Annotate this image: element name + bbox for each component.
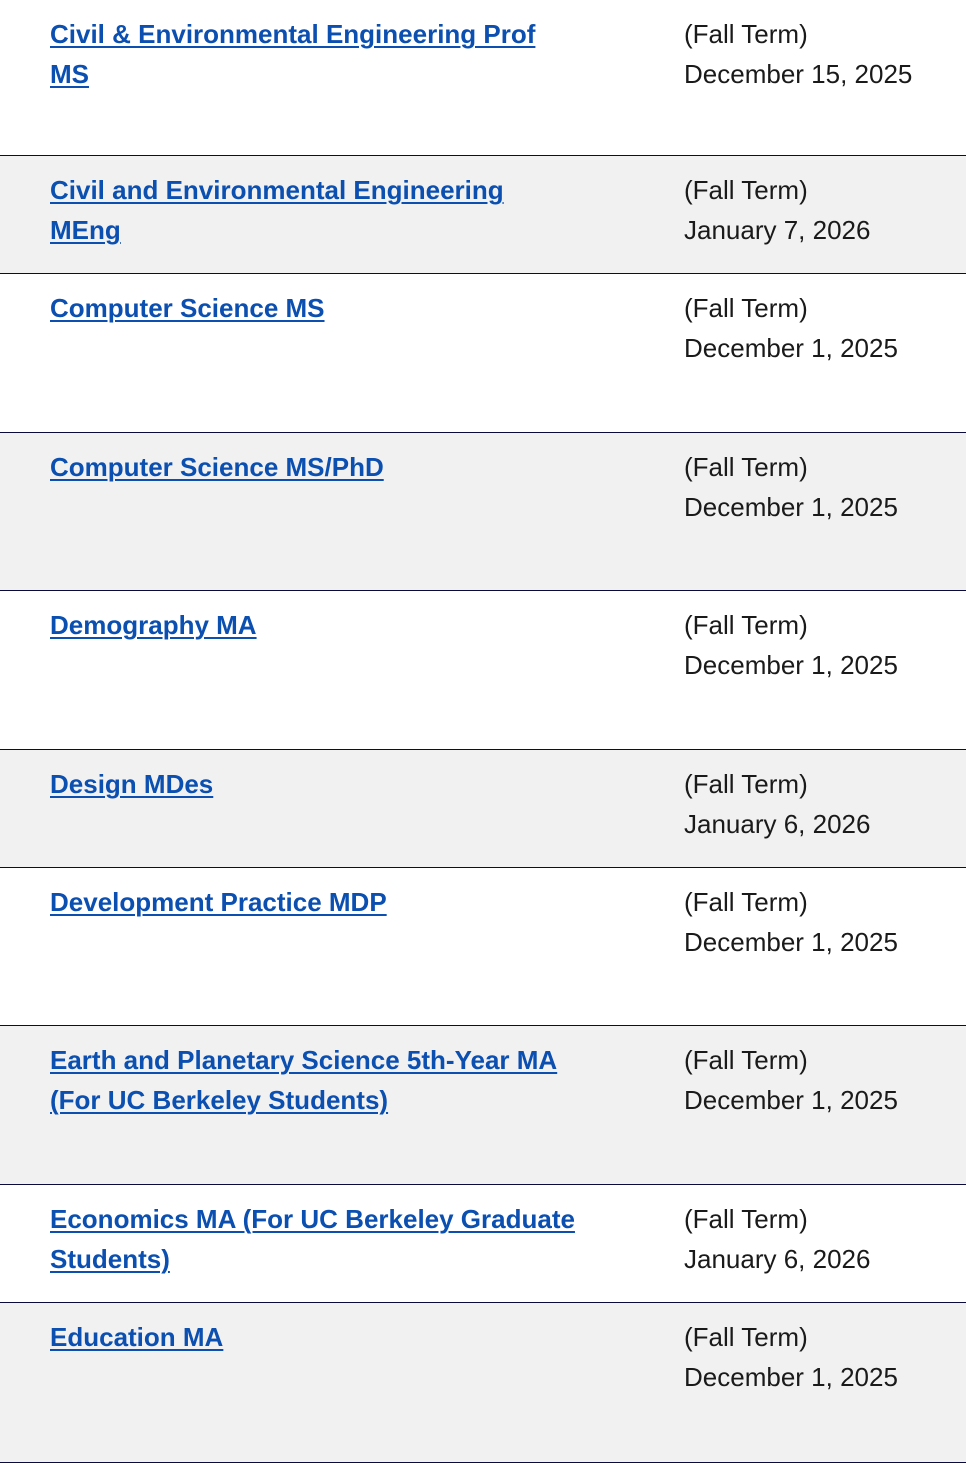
program-cell: Education MA xyxy=(50,1317,580,1357)
deadline-cell: (Fall Term) December 1, 2025 xyxy=(684,1317,924,1397)
deadline-cell: (Fall Term) December 1, 2025 xyxy=(684,447,924,527)
program-link[interactable]: Economics MA (For UC Berkeley Graduate S… xyxy=(50,1204,575,1274)
deadline-date: January 6, 2026 xyxy=(684,809,871,839)
program-cell: Economics MA (For UC Berkeley Graduate S… xyxy=(50,1199,580,1279)
deadline-cell: (Fall Term) December 1, 2025 xyxy=(684,882,924,962)
term-label: (Fall Term) xyxy=(684,1204,808,1234)
program-link[interactable]: Civil and Environmental Engineering MEng xyxy=(50,175,504,245)
program-link[interactable]: Earth and Planetary Science 5th-Year MA … xyxy=(50,1045,558,1115)
deadline-cell: (Fall Term) January 6, 2026 xyxy=(684,764,924,844)
deadline-date: January 6, 2026 xyxy=(684,1244,871,1274)
program-link[interactable]: Civil & Environmental Engineering Prof M… xyxy=(50,19,536,89)
program-link[interactable]: Development Practice MDP xyxy=(50,887,387,917)
program-cell: Demography MA xyxy=(50,605,580,645)
deadline-cell: (Fall Term) December 1, 2025 xyxy=(684,288,924,368)
term-label: (Fall Term) xyxy=(684,293,808,323)
term-label: (Fall Term) xyxy=(684,175,808,205)
program-cell: Development Practice MDP xyxy=(50,882,580,922)
term-label: (Fall Term) xyxy=(684,1045,808,1075)
table-row: Computer Science MS (Fall Term) December … xyxy=(0,274,966,433)
program-cell: Civil & Environmental Engineering Prof M… xyxy=(50,14,580,94)
deadline-date: January 7, 2026 xyxy=(684,215,871,245)
program-cell: Computer Science MS/PhD xyxy=(50,447,580,487)
table-row: Computer Science MS/PhD (Fall Term) Decem… xyxy=(0,433,966,591)
program-cell: Design MDes xyxy=(50,764,580,804)
deadline-cell: (Fall Term) December 15, 2025 xyxy=(684,14,924,94)
deadline-date: December 15, 2025 xyxy=(684,59,913,89)
term-label: (Fall Term) xyxy=(684,769,808,799)
program-link[interactable]: Computer Science MS xyxy=(50,293,325,323)
table-row: Civil and Environmental Engineering MEng… xyxy=(0,156,966,274)
program-link[interactable]: Design MDes xyxy=(50,769,214,799)
deadline-date: December 1, 2025 xyxy=(684,1085,898,1115)
program-cell: Civil and Environmental Engineering MEng xyxy=(50,170,580,250)
table-row: Civil & Environmental Engineering Prof M… xyxy=(0,0,966,156)
term-label: (Fall Term) xyxy=(684,452,808,482)
table-row: Economics MA (For UC Berkeley Graduate S… xyxy=(0,1185,966,1303)
term-label: (Fall Term) xyxy=(684,887,808,917)
deadline-date: December 1, 2025 xyxy=(684,650,898,680)
deadline-cell: (Fall Term) December 1, 2025 xyxy=(684,605,924,685)
program-cell: Earth and Planetary Science 5th-Year MA … xyxy=(50,1040,580,1120)
term-label: (Fall Term) xyxy=(684,610,808,640)
table-row: Demography MA (Fall Term) December 1, 202… xyxy=(0,591,966,750)
table-row: Education MA (Fall Term) December 1, 2025 xyxy=(0,1303,966,1463)
program-link[interactable]: Computer Science MS/PhD xyxy=(50,452,384,482)
program-link[interactable]: Education MA xyxy=(50,1322,224,1352)
deadline-cell: (Fall Term) January 7, 2026 xyxy=(684,170,924,250)
table-row: Design MDes (Fall Term) January 6, 2026 xyxy=(0,750,966,868)
deadline-date: December 1, 2025 xyxy=(684,1362,898,1392)
table-row: Earth and Planetary Science 5th-Year MA … xyxy=(0,1026,966,1185)
program-link[interactable]: Demography MA xyxy=(50,610,257,640)
table-row: Development Practice MDP (Fall Term) Dece… xyxy=(0,868,966,1026)
deadline-cell: (Fall Term) December 1, 2025 xyxy=(684,1040,924,1120)
term-label: (Fall Term) xyxy=(684,19,808,49)
program-cell: Computer Science MS xyxy=(50,288,580,328)
deadline-date: December 1, 2025 xyxy=(684,492,898,522)
deadline-cell: (Fall Term) January 6, 2026 xyxy=(684,1199,924,1279)
deadline-date: December 1, 2025 xyxy=(684,927,898,957)
deadline-date: December 1, 2025 xyxy=(684,333,898,363)
term-label: (Fall Term) xyxy=(684,1322,808,1352)
